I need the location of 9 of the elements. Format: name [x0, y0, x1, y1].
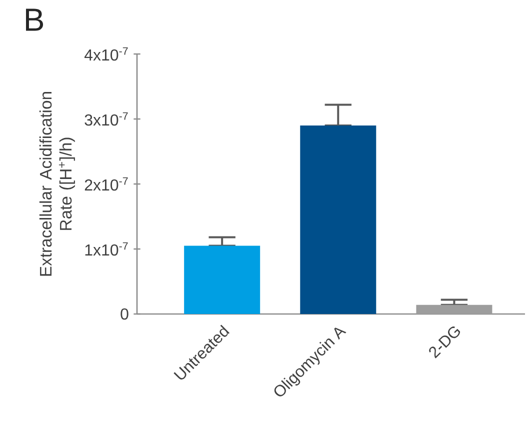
y-tick-label: 1x10$^{-7}$ [85, 242, 128, 256]
y-tick-label: 2x10$^{-7}$ [84, 177, 128, 191]
y-tick-label: 0 [120, 308, 128, 320]
bar [300, 126, 376, 314]
y-tick-label: 4x10$^{-7}$ [84, 47, 128, 61]
bar [184, 246, 260, 314]
bar [416, 304, 492, 314]
y-tick-label: 3x10$^{-7}$ [84, 112, 128, 126]
chart-title: B [26, 8, 44, 31]
